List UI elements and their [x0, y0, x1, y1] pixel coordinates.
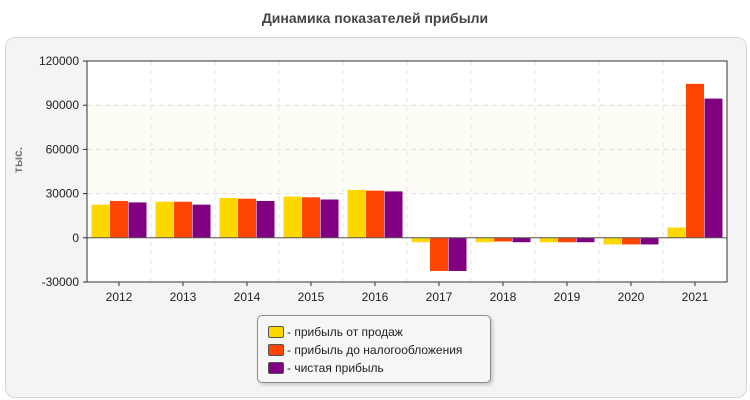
- bar-sales-2017: [411, 237, 430, 243]
- bar-net-2018: [512, 237, 531, 243]
- bar-net-2012: [128, 202, 147, 238]
- x-tick-label: 2021: [682, 290, 709, 304]
- x-tick-label: 2013: [170, 290, 197, 304]
- bar-pretax-2012: [110, 200, 128, 238]
- x-tick-label: 2017: [426, 290, 453, 304]
- bar-sales-2016: [347, 189, 366, 238]
- bar-net-2021: [704, 98, 723, 238]
- bar-sales-2019: [539, 237, 558, 243]
- y-axis-label: тыс.: [11, 147, 25, 173]
- x-tick-label: 2018: [490, 290, 517, 304]
- bar-sales-2020: [603, 237, 622, 245]
- bar-net-2016: [384, 191, 403, 238]
- x-tick-label: 2020: [618, 290, 645, 304]
- legend-item-pretax: - прибыль до налогообложения: [268, 342, 462, 358]
- y-tick-label: 120000: [39, 54, 79, 68]
- bar-sales-2021: [667, 227, 686, 238]
- y-tick-label: 90000: [46, 98, 80, 112]
- x-tick-label: 2014: [234, 290, 261, 304]
- y-tick-label: 60000: [46, 142, 80, 156]
- legend-swatch-sales: [268, 326, 284, 338]
- legend-swatch-net: [268, 362, 284, 374]
- y-tick-label: -30000: [42, 275, 80, 289]
- plot-frame: [86, 60, 728, 283]
- bar-net-2015: [320, 199, 339, 238]
- bar-pretax-2017: [430, 237, 448, 271]
- bar-pretax-2020: [622, 237, 640, 245]
- y-tick-label: 0: [72, 231, 79, 245]
- bar-net-2019: [576, 237, 595, 243]
- bar-sales-2015: [283, 196, 302, 238]
- legend-label-pretax: - прибыль до налогообложения: [287, 343, 463, 357]
- bar-pretax-2018: [494, 237, 512, 242]
- bar-pretax-2013: [174, 201, 192, 238]
- bar-sales-2014: [219, 198, 238, 238]
- bar-net-2017: [448, 237, 467, 271]
- legend-item-sales: - прибыль от продаж: [268, 324, 403, 340]
- bar-pretax-2019: [558, 237, 576, 243]
- bar-net-2020: [640, 237, 659, 245]
- y-tick-label: 30000: [46, 187, 80, 201]
- legend-item-net: - чистая прибыль: [268, 360, 384, 376]
- bar-net-2014: [256, 200, 275, 238]
- bar-sales-2018: [475, 237, 494, 243]
- bar-pretax-2016: [366, 190, 384, 238]
- legend-label-sales: - прибыль от продаж: [287, 325, 403, 339]
- x-tick-label: 2015: [298, 290, 325, 304]
- legend-label-net: - чистая прибыль: [287, 361, 384, 375]
- bar-net-2013: [192, 204, 211, 238]
- legend-swatch-pretax: [268, 344, 284, 356]
- bar-sales-2012: [91, 204, 110, 238]
- bar-pretax-2015: [302, 197, 320, 238]
- x-tick-label: 2019: [554, 290, 581, 304]
- bar-sales-2013: [155, 201, 174, 238]
- chart-title: Динамика показателей прибыли: [261, 10, 489, 26]
- legend: - прибыль от продаж - прибыль до налогоо…: [257, 315, 491, 383]
- x-tick-label: 2016: [362, 290, 389, 304]
- x-tick-label: 2012: [106, 290, 133, 304]
- bar-pretax-2014: [238, 198, 256, 238]
- bar-pretax-2021: [686, 83, 704, 238]
